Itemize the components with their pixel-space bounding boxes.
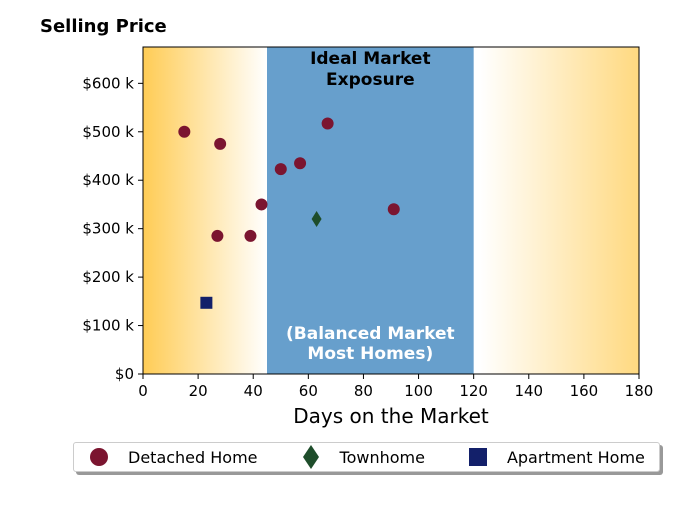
legend-label: Apartment Home: [506, 447, 645, 467]
y-tick-label: $300 k: [82, 220, 134, 238]
region-label-bottom: Most Homes): [307, 344, 433, 364]
legend: Detached Home Townhome Apartment Home: [73, 442, 660, 472]
detached-home-point: [387, 203, 400, 216]
legend-item-townhome: Townhome: [298, 444, 425, 470]
plot-frame: [142, 46, 640, 375]
legend-label: Detached Home: [128, 447, 258, 467]
detached-home-point: [211, 229, 224, 242]
points-layer: [178, 117, 400, 309]
region-label-top: Exposure: [326, 70, 415, 90]
detached-home-point: [214, 137, 227, 150]
region-layer: [267, 47, 474, 374]
y-tick-label: $100 k: [82, 317, 134, 335]
x-axis-label: Days on the Market: [293, 404, 489, 428]
chart-title: Selling Price: [40, 16, 167, 37]
x-tick-label: 100: [404, 382, 433, 400]
x-tick-label: 160: [570, 382, 599, 400]
circle-marker-icon: [86, 446, 112, 468]
detached-home-point: [294, 157, 307, 170]
x-tick-label: 60: [299, 382, 318, 400]
y-tick-label: $0: [115, 365, 134, 383]
detached-home-point: [274, 163, 287, 176]
region-label-bottom: (Balanced Market: [286, 324, 455, 344]
x-tick-label: 20: [189, 382, 208, 400]
detached-home-point: [178, 125, 191, 138]
x-tick-label: 140: [514, 382, 543, 400]
legend-label: Townhome: [339, 447, 425, 467]
x-tick-label: 180: [625, 382, 654, 400]
detached-home-point: [255, 198, 268, 211]
diamond-marker-icon: [298, 444, 324, 470]
square-marker-icon: [465, 447, 491, 467]
y-tick-label: $500 k: [82, 123, 134, 141]
x-tick-label: 80: [354, 382, 373, 400]
detached-home-point: [244, 229, 257, 242]
townhome-point: [311, 210, 322, 227]
x-tick-label: 40: [244, 382, 263, 400]
region-label-top: Ideal Market: [310, 49, 431, 69]
x-tick-label: 120: [459, 382, 488, 400]
legend-item-apartment: Apartment Home: [465, 447, 645, 467]
legend-item-detached: Detached Home: [86, 446, 258, 468]
ideal-exposure-region: [267, 47, 474, 374]
y-tick-label: $400 k: [82, 171, 134, 189]
detached-home-point: [321, 117, 334, 130]
y-tick-label: $600 k: [82, 74, 134, 92]
axes-layer: 0 20 40 60 80 100 120 140 160 180 $0 $100 k $200 k $3…: [82, 46, 654, 400]
apartment-home-point: [200, 296, 213, 309]
x-tick-label: 0: [138, 382, 148, 400]
y-tick-label: $200 k: [82, 268, 134, 286]
